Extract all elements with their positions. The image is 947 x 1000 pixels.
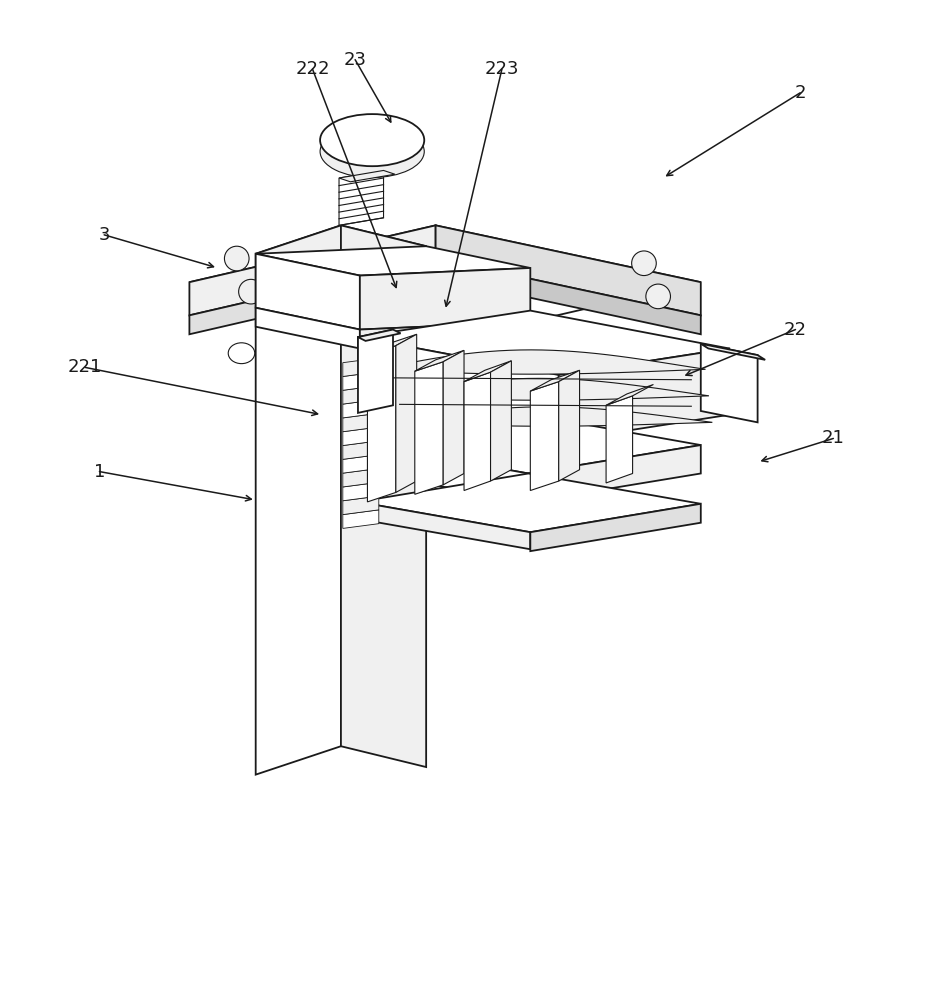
Ellipse shape xyxy=(320,114,424,166)
Text: 223: 223 xyxy=(485,60,519,78)
Polygon shape xyxy=(189,225,436,315)
Polygon shape xyxy=(530,504,701,551)
Polygon shape xyxy=(559,348,729,441)
Polygon shape xyxy=(559,370,580,481)
Polygon shape xyxy=(343,386,379,404)
Polygon shape xyxy=(464,372,491,491)
Text: 21: 21 xyxy=(822,429,845,447)
Circle shape xyxy=(239,279,263,304)
Polygon shape xyxy=(256,225,341,775)
Polygon shape xyxy=(360,322,530,348)
Polygon shape xyxy=(343,468,379,487)
Polygon shape xyxy=(358,330,401,341)
Polygon shape xyxy=(341,225,426,767)
Polygon shape xyxy=(343,399,379,418)
Polygon shape xyxy=(367,346,396,502)
Polygon shape xyxy=(528,445,701,502)
Polygon shape xyxy=(343,358,379,376)
Polygon shape xyxy=(530,370,580,391)
Ellipse shape xyxy=(228,343,255,364)
Polygon shape xyxy=(379,350,706,374)
Polygon shape xyxy=(415,362,443,494)
Polygon shape xyxy=(358,502,530,549)
Polygon shape xyxy=(343,372,379,390)
Polygon shape xyxy=(343,482,379,501)
Polygon shape xyxy=(343,455,379,473)
Polygon shape xyxy=(606,396,633,483)
Polygon shape xyxy=(390,378,709,400)
Polygon shape xyxy=(256,225,426,275)
Polygon shape xyxy=(436,225,701,315)
Polygon shape xyxy=(343,510,379,528)
Polygon shape xyxy=(701,344,758,422)
Text: 221: 221 xyxy=(68,358,102,376)
Polygon shape xyxy=(358,311,729,375)
Polygon shape xyxy=(402,407,712,426)
Polygon shape xyxy=(343,441,379,459)
Polygon shape xyxy=(343,413,379,432)
Ellipse shape xyxy=(320,125,424,178)
Text: 1: 1 xyxy=(94,463,105,481)
Text: 2: 2 xyxy=(795,84,806,102)
Polygon shape xyxy=(415,350,464,371)
Polygon shape xyxy=(701,344,765,360)
Polygon shape xyxy=(491,361,511,481)
Polygon shape xyxy=(360,268,530,330)
Polygon shape xyxy=(358,337,559,443)
Polygon shape xyxy=(358,443,528,502)
Polygon shape xyxy=(464,361,511,382)
Circle shape xyxy=(224,246,249,271)
Circle shape xyxy=(632,251,656,276)
Polygon shape xyxy=(530,382,559,491)
Polygon shape xyxy=(189,259,436,334)
Polygon shape xyxy=(606,384,653,405)
Polygon shape xyxy=(339,170,384,225)
Polygon shape xyxy=(358,330,393,413)
Polygon shape xyxy=(343,427,379,446)
Text: 222: 222 xyxy=(295,60,330,78)
Text: 22: 22 xyxy=(784,321,807,339)
Polygon shape xyxy=(256,246,530,276)
Polygon shape xyxy=(436,259,701,334)
Polygon shape xyxy=(443,350,464,485)
Text: 3: 3 xyxy=(98,226,110,244)
Polygon shape xyxy=(396,334,417,492)
Polygon shape xyxy=(367,334,417,355)
Text: 23: 23 xyxy=(344,51,366,69)
Polygon shape xyxy=(189,225,701,339)
Polygon shape xyxy=(358,415,701,473)
Polygon shape xyxy=(339,170,395,182)
Circle shape xyxy=(646,284,670,309)
Polygon shape xyxy=(256,308,360,348)
Polygon shape xyxy=(358,473,701,532)
Polygon shape xyxy=(256,254,360,330)
Polygon shape xyxy=(343,496,379,515)
